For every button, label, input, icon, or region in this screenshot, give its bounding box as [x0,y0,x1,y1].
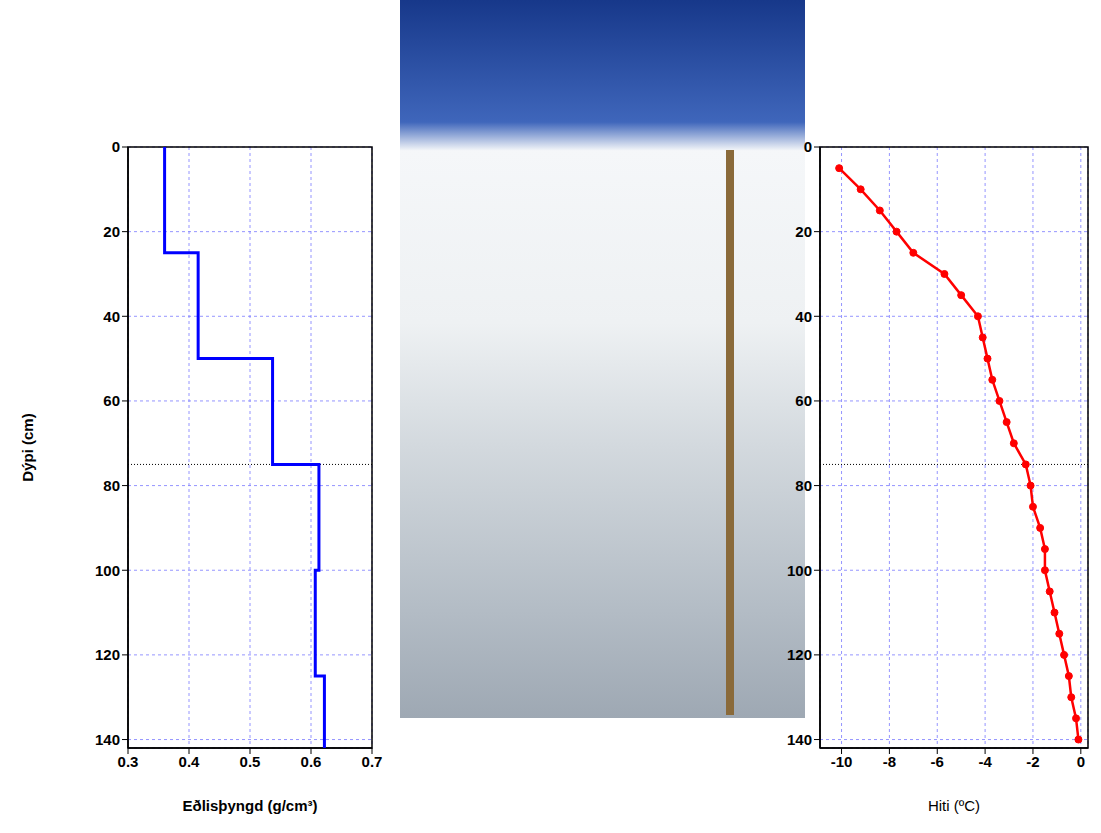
svg-text:60: 60 [795,392,812,409]
svg-text:120: 120 [95,646,120,663]
svg-text:-10: -10 [831,753,853,770]
svg-text:40: 40 [795,308,812,325]
svg-text:100: 100 [787,562,812,579]
svg-text:60: 60 [103,392,120,409]
svg-text:80: 80 [795,477,812,494]
svg-text:40: 40 [103,308,120,325]
svg-text:0.5: 0.5 [240,753,261,770]
svg-text:Eðlisþyngd (g/cm³): Eðlisþyngd (g/cm³) [183,797,318,814]
svg-text:Dýpi (cm): Dýpi (cm) [19,413,36,481]
svg-text:0.7: 0.7 [362,753,383,770]
svg-text:-2: -2 [1026,753,1039,770]
svg-text:0.6: 0.6 [301,753,322,770]
svg-text:0.4: 0.4 [179,753,201,770]
svg-text:0: 0 [1077,753,1085,770]
svg-text:140: 140 [787,731,812,748]
svg-text:120: 120 [787,646,812,663]
svg-text:0: 0 [804,138,812,155]
svg-text:20: 20 [103,223,120,240]
svg-text:Hiti (ºC): Hiti (ºC) [928,797,980,814]
svg-text:-4: -4 [978,753,992,770]
svg-text:-6: -6 [931,753,944,770]
svg-text:20: 20 [795,223,812,240]
svg-text:80: 80 [103,477,120,494]
svg-text:0: 0 [112,138,120,155]
svg-text:-8: -8 [883,753,896,770]
svg-text:100: 100 [95,562,120,579]
svg-text:0.3: 0.3 [118,753,139,770]
svg-text:140: 140 [95,731,120,748]
